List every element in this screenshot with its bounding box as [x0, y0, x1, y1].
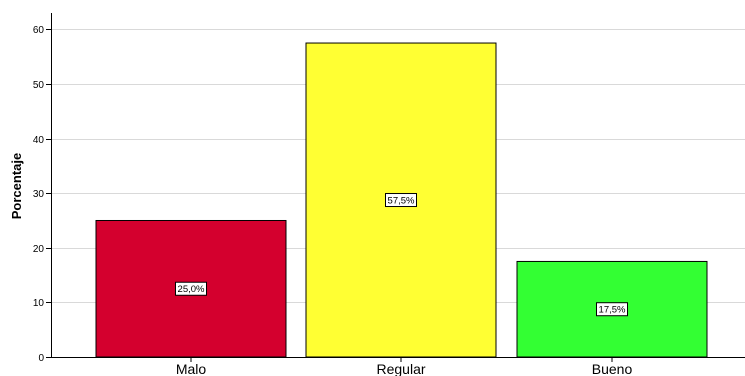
- x-category-label: Bueno: [592, 361, 633, 376]
- y-tick-labels: 0 10 20 30 40 50 60: [33, 25, 45, 364]
- y-axis-title: Porcentaje: [9, 153, 24, 219]
- y-tick-label: 60: [33, 25, 45, 36]
- data-label: 57,5%: [388, 195, 415, 206]
- y-tick-label: 0: [38, 353, 44, 364]
- data-label-box: [596, 302, 628, 317]
- data-label-box: [175, 281, 207, 296]
- data-labels: 25,0% 57,5% 17,5%: [175, 193, 628, 317]
- x-category-label: Regular: [376, 361, 425, 376]
- data-label-box: [385, 193, 417, 208]
- x-category-label: Malo: [176, 361, 207, 376]
- y-tick-label: 10: [33, 298, 45, 309]
- x-category-labels: Malo Regular Bueno: [176, 361, 633, 376]
- y-tick-label: 50: [33, 80, 45, 91]
- y-tick-label: 40: [33, 135, 45, 146]
- y-tick-label: 30: [33, 189, 45, 200]
- axes: [46, 13, 745, 362]
- data-label: 17,5%: [599, 305, 626, 316]
- y-tick-label: 20: [33, 244, 45, 255]
- data-label: 25,0%: [178, 284, 205, 295]
